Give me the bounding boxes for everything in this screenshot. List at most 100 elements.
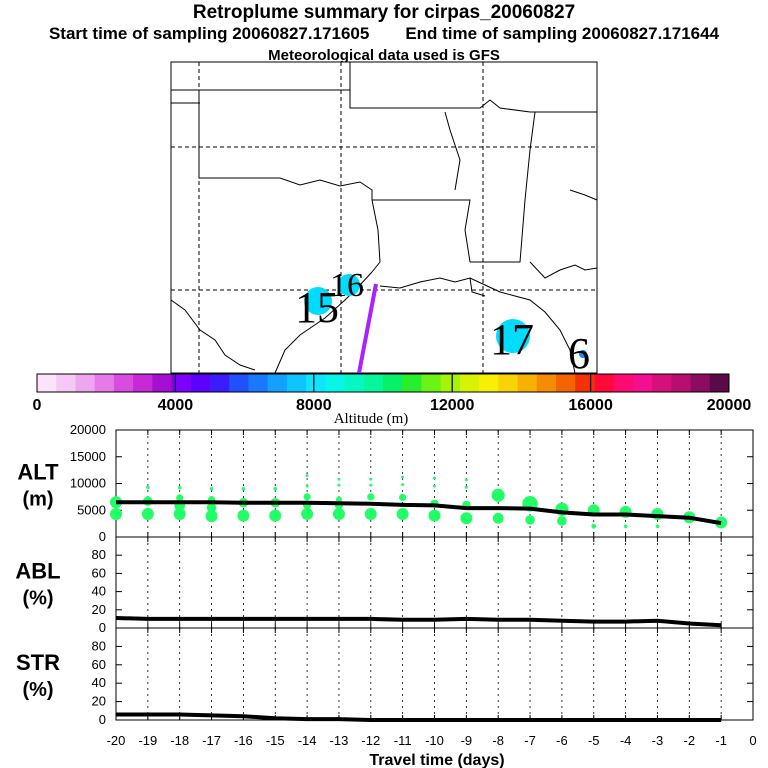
x-tick-label: -7	[524, 733, 536, 748]
colorbar-swatch	[536, 374, 557, 392]
colorbar-tick-label: 0	[33, 397, 42, 414]
colorbar-swatch	[421, 374, 442, 392]
colorbar-swatch	[498, 374, 519, 392]
y-tick-label: 10000	[70, 476, 106, 491]
colorbar-frame	[36, 373, 730, 393]
x-tick-label: -11	[394, 733, 412, 748]
colorbar-swatch	[325, 374, 346, 392]
x-tick-label: -2	[684, 733, 696, 748]
plume-point	[332, 507, 345, 520]
plume-point	[141, 507, 154, 520]
plume-point	[491, 488, 505, 502]
colorbar-swatch	[671, 374, 692, 392]
colorbar-swatch	[286, 374, 307, 392]
plume-track	[357, 283, 378, 374]
panel-yunit: (%)	[22, 679, 53, 701]
plume-point	[364, 507, 377, 520]
plume-point	[369, 483, 373, 487]
colorbar-swatch	[556, 374, 576, 392]
x-axis-label: Travel time (days)	[369, 752, 504, 768]
day-label: 15	[295, 283, 339, 332]
sampling-times: Start time of sampling 20060827.171605 En…	[0, 24, 768, 44]
plume-point	[369, 477, 373, 481]
panel-ylabel: ABL	[15, 559, 60, 584]
y-tick-label: 15000	[70, 449, 106, 464]
altitude-colorbar: 0 4000 8000 12000 16000 20000 Altitude (m)	[33, 373, 752, 427]
plume-point	[623, 524, 628, 529]
plume-point	[177, 485, 182, 490]
panel-abl: 80 60 40 20 0 ABL (%)	[15, 536, 754, 635]
y-tick-label: 40	[92, 584, 106, 599]
x-tick-label: -15	[266, 733, 285, 748]
panel-ylabel: ALT	[17, 460, 59, 485]
plume-point	[173, 507, 186, 520]
x-tick-label: -9	[461, 733, 473, 748]
plume-point	[146, 485, 150, 490]
plume-point	[237, 509, 250, 522]
plume-point	[433, 484, 436, 488]
plume-point	[305, 484, 309, 488]
colorbar-swatch	[306, 374, 326, 392]
panel-ylabel: STR	[16, 650, 60, 675]
colorbar-swatch	[190, 374, 211, 392]
colorbar-tick-label: 20000	[707, 397, 752, 414]
plume-point	[241, 487, 246, 491]
y-tick-label: 20	[92, 694, 106, 709]
release-site-marker	[338, 274, 360, 296]
plume-point	[557, 516, 567, 526]
colorbar-swatch	[94, 374, 115, 392]
start-time-label: Start time of sampling 20060827.171605	[48, 24, 370, 43]
x-tick-label: -20	[107, 733, 126, 748]
plume-point	[525, 515, 535, 525]
colorbar-swatch	[113, 374, 134, 392]
plume-point	[399, 493, 407, 502]
plume-point	[205, 510, 218, 523]
colorbar-title: Altitude (m)	[334, 411, 409, 427]
plume-point	[464, 485, 468, 489]
map-panel: 15 16 17 6	[170, 61, 598, 378]
x-tick-label: -8	[492, 733, 504, 748]
y-tick-label: 40	[92, 675, 106, 690]
colorbar-swatch	[133, 374, 153, 392]
colorbar-tick-label: 16000	[568, 397, 613, 414]
panel-yunit: (%)	[22, 588, 53, 610]
colorbar-swatch	[690, 374, 711, 392]
plume-point	[273, 487, 278, 491]
travel-time-chart: 20000 15000 10000 5000 0 ALT (m) 80 60 40 20 0 ABL (%…	[15, 422, 756, 768]
x-tick-label: -17	[202, 733, 221, 748]
x-tick-label: -13	[330, 733, 349, 748]
colorbar-tick-label: 8000	[296, 397, 332, 414]
x-tick-label: -12	[361, 733, 380, 748]
y-tick-label: 5000	[77, 502, 106, 517]
colorbar-swatch	[632, 374, 653, 392]
x-tick-label: -1	[715, 733, 727, 748]
plume-point	[337, 483, 341, 487]
colorbar-swatch	[37, 374, 57, 392]
colorbar-swatch	[210, 374, 230, 392]
release-site-marker	[304, 287, 332, 315]
colorbar-swatch	[344, 374, 365, 392]
colorbar-swatch	[613, 374, 634, 392]
map-frame	[170, 61, 598, 374]
release-site-marker	[579, 350, 587, 358]
plume-point	[337, 477, 341, 481]
plume-point	[428, 509, 441, 522]
y-tick-label: 0	[99, 529, 106, 544]
x-tick-label: -14	[298, 733, 317, 748]
plume-point	[433, 476, 436, 480]
chart-title: Retroplume summary for cirpas_20060827	[192, 2, 576, 23]
plume-point	[176, 494, 184, 502]
colorbar-swatch	[56, 374, 76, 392]
plume-point	[464, 478, 468, 482]
colorbar-swatch	[709, 374, 730, 392]
colorbar-tick-label: 4000	[158, 397, 194, 414]
colorbar-swatch	[383, 374, 403, 392]
y-tick-label: 0	[99, 712, 106, 727]
colorbar-swatch	[440, 374, 461, 392]
x-tick-label: -18	[170, 733, 189, 748]
y-tick-label: 80	[92, 547, 106, 562]
colorbar-swatch	[652, 374, 672, 392]
series-line	[116, 500, 722, 526]
x-tick-label: -6	[556, 733, 568, 748]
colorbar-swatch	[479, 374, 499, 392]
